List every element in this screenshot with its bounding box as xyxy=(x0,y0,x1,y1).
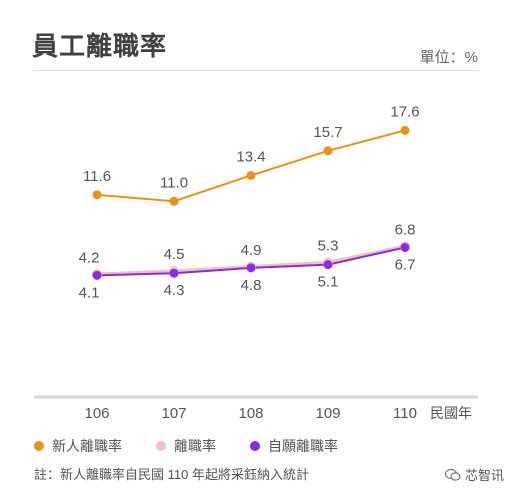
top-divider xyxy=(34,70,478,71)
data-point xyxy=(92,270,102,280)
data-label: 11.0 xyxy=(160,174,188,191)
data-point xyxy=(169,268,179,278)
series-line xyxy=(96,129,406,203)
legend-label: 新人離職率 xyxy=(52,438,122,454)
legend-item-turnover: 離職率 xyxy=(156,436,216,456)
legend-dot xyxy=(156,441,166,451)
x-tick-label: 108 xyxy=(238,405,263,422)
data-label: 4.8 xyxy=(241,277,262,294)
x-axis: 106 107 108 109 110 民國年 xyxy=(34,395,478,422)
x-tick-label: 109 xyxy=(315,405,340,422)
wechat-icon xyxy=(444,468,461,481)
legend-dot xyxy=(250,441,260,451)
data-label: 5.3 xyxy=(318,237,339,254)
legend: 新人離職率 離職率 自願離職率 xyxy=(34,436,372,456)
data-label: 6.7 xyxy=(395,256,416,273)
legend-dot xyxy=(34,441,44,451)
data-label: 13.4 xyxy=(236,148,265,165)
legend-label: 自願離職率 xyxy=(268,438,338,454)
data-label: 11.6 xyxy=(83,168,111,185)
x-axis-suffix: 民國年 xyxy=(430,405,472,421)
data-point xyxy=(92,190,102,200)
x-tick-label: 106 xyxy=(84,405,109,422)
data-point xyxy=(400,242,410,252)
legend-label: 離職率 xyxy=(174,438,216,454)
watermark: 芯智讯 xyxy=(444,465,504,484)
data-label: 4.9 xyxy=(241,242,262,259)
x-tick-label: 110 xyxy=(393,405,417,422)
footnote: 註：新人離職率自民國 110 年起將采鈺納入統計 xyxy=(34,467,309,482)
data-point xyxy=(323,260,333,270)
series-points xyxy=(92,125,410,280)
legend-item-new-hire: 新人離職率 xyxy=(34,436,122,456)
data-point xyxy=(400,125,410,135)
x-tick-label: 107 xyxy=(161,405,186,422)
data-point xyxy=(246,263,256,273)
chart-title: 員工離職率 xyxy=(32,31,168,61)
data-label: 4.1 xyxy=(79,284,100,301)
data-point xyxy=(169,196,179,206)
unit-label: 單位：% xyxy=(419,49,478,66)
data-label: 4.2 xyxy=(79,249,100,266)
data-label: 17.6 xyxy=(390,103,419,120)
data-label: 5.1 xyxy=(318,274,339,291)
watermark-label: 芯智讯 xyxy=(464,468,504,483)
data-label: 6.8 xyxy=(395,221,416,238)
data-point xyxy=(323,146,333,156)
data-labels: 11.6 11.0 13.4 15.7 17.6 4.2 4.5 4.9 5.3 6.8 4.1 4.… xyxy=(79,103,420,301)
data-label: 15.7 xyxy=(313,124,342,141)
legend-item-voluntary: 自願離職率 xyxy=(250,436,338,456)
data-label: 4.5 xyxy=(164,246,185,263)
data-point xyxy=(246,170,256,180)
data-label: 4.3 xyxy=(164,282,185,299)
